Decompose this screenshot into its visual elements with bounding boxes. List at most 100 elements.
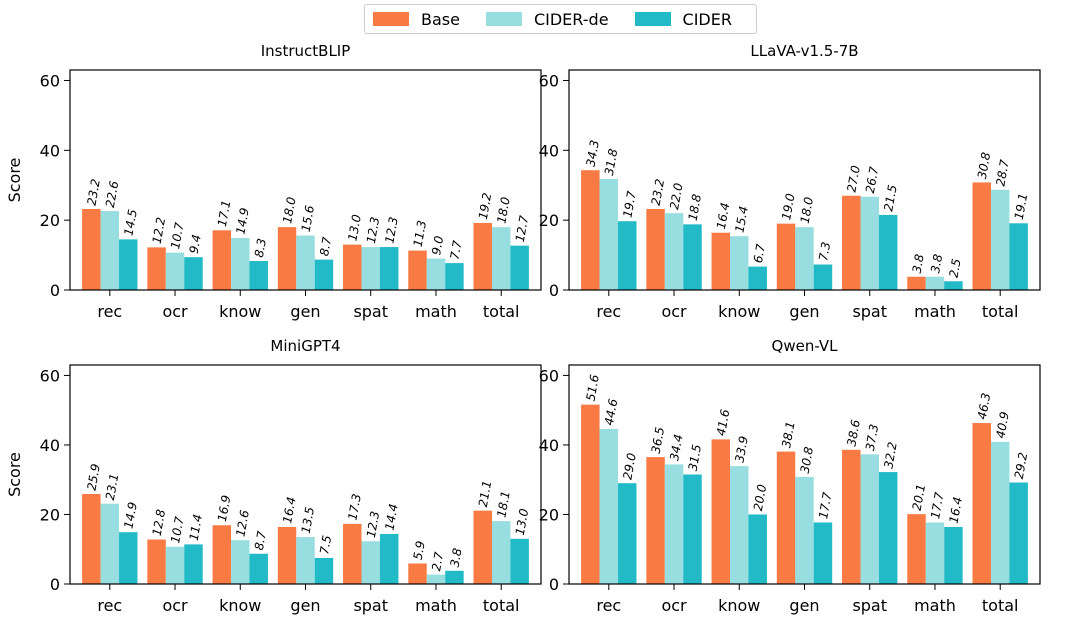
plot-frame bbox=[568, 69, 1041, 291]
bar-base-gen bbox=[776, 451, 796, 584]
data-label: 14.5 bbox=[121, 208, 139, 237]
y-tick-label: 0 bbox=[50, 281, 60, 300]
data-label: 11.4 bbox=[187, 513, 205, 542]
data-label: 23.2 bbox=[649, 178, 667, 207]
data-label: 15.4 bbox=[732, 205, 750, 234]
x-tick-label: math bbox=[914, 302, 956, 321]
data-label: 51.6 bbox=[583, 373, 601, 402]
bar-cider-ocr bbox=[184, 544, 203, 584]
x-tick-label: math bbox=[415, 302, 457, 321]
bar-base-know bbox=[711, 232, 731, 290]
data-label: 18.1 bbox=[494, 490, 512, 519]
bar-cider-total bbox=[510, 245, 529, 290]
data-label: 34.3 bbox=[583, 139, 601, 168]
y-tick-label: 0 bbox=[50, 575, 60, 594]
legend-swatch-cider-de bbox=[485, 12, 522, 26]
bar-base-math bbox=[408, 250, 427, 290]
data-label: 18.0 bbox=[494, 196, 512, 225]
bar-base-spat bbox=[343, 244, 362, 290]
y-axis-label: Score bbox=[5, 158, 24, 203]
legend-item-base: Base bbox=[373, 10, 460, 29]
legend: Base CIDER-de CIDER bbox=[364, 4, 757, 34]
bar-base-ocr bbox=[147, 247, 166, 290]
x-tick-label: total bbox=[982, 302, 1019, 321]
bar-cider-de-rec bbox=[100, 503, 120, 584]
data-label: 13.0 bbox=[345, 213, 363, 242]
data-label: 25.9 bbox=[84, 463, 102, 492]
data-label: 19.1 bbox=[1012, 192, 1030, 221]
bar-cider-de-gen bbox=[795, 476, 814, 584]
data-label: 13.0 bbox=[513, 507, 531, 536]
chart-title: Qwen-VL bbox=[772, 337, 839, 355]
bar-cider-gen bbox=[314, 259, 334, 290]
data-label: 19.7 bbox=[620, 190, 638, 219]
bar-base-math bbox=[907, 514, 926, 584]
bar-cider-de-rec bbox=[100, 211, 120, 290]
data-label: 31.5 bbox=[686, 443, 704, 472]
x-tick-label: ocr bbox=[661, 302, 687, 321]
data-label: 12.8 bbox=[150, 508, 168, 537]
x-tick-label: gen bbox=[290, 302, 320, 321]
y-tick-label: 60 bbox=[40, 71, 60, 90]
data-label: 20.0 bbox=[751, 483, 769, 512]
y-tick-label: 60 bbox=[539, 71, 559, 90]
data-label: 29.2 bbox=[1012, 451, 1030, 480]
bar-base-total bbox=[972, 182, 991, 290]
legend-label-cider-de: CIDER-de bbox=[533, 9, 609, 29]
data-label: 22.6 bbox=[103, 179, 121, 208]
plot-frame bbox=[568, 364, 1041, 585]
data-label: 9.4 bbox=[187, 233, 204, 254]
bar-cider-de-ocr bbox=[664, 213, 684, 290]
data-label: 3.8 bbox=[928, 253, 945, 275]
data-label: 12.2 bbox=[150, 216, 168, 245]
data-label: 30.8 bbox=[975, 151, 993, 180]
bar-cider-de-math bbox=[426, 258, 446, 290]
data-label: 19.0 bbox=[779, 192, 797, 221]
bar-cider-de-know bbox=[231, 540, 250, 584]
data-label: 34.4 bbox=[667, 433, 685, 462]
bar-base-know bbox=[212, 525, 232, 584]
data-label: 32.2 bbox=[881, 441, 899, 470]
bar-cider-de-rec bbox=[599, 428, 619, 584]
legend-item-cider-de: CIDER-de bbox=[485, 9, 609, 29]
legend-label-cider: CIDER bbox=[682, 9, 732, 29]
bar-cider-ocr bbox=[184, 257, 203, 290]
data-label: 37.3 bbox=[863, 423, 881, 452]
y-tick-label: 20 bbox=[539, 505, 559, 524]
x-tick-label: math bbox=[415, 596, 457, 615]
legend-label-base: Base bbox=[421, 9, 460, 29]
bar-base-spat bbox=[343, 523, 362, 584]
bar-base-math bbox=[408, 563, 427, 584]
bar-cider-de-ocr bbox=[165, 252, 185, 290]
y-tick-label: 20 bbox=[40, 505, 60, 524]
bar-base-know bbox=[212, 230, 232, 290]
x-tick-label: spat bbox=[852, 596, 887, 615]
data-label: 19.2 bbox=[476, 192, 494, 221]
y-tick-label: 40 bbox=[539, 141, 559, 160]
bar-cider-spat bbox=[878, 472, 898, 584]
x-tick-label: total bbox=[982, 596, 1019, 615]
x-tick-label: math bbox=[914, 596, 956, 615]
bar-base-gen bbox=[277, 227, 297, 290]
data-label: 16.4 bbox=[947, 496, 965, 525]
bar-cider-de-spat bbox=[361, 541, 380, 584]
y-tick-label: 20 bbox=[40, 211, 60, 230]
plot-frame bbox=[69, 69, 542, 291]
x-tick-label: know bbox=[718, 302, 760, 321]
data-label: 14.9 bbox=[233, 207, 251, 236]
y-tick-label: 0 bbox=[549, 281, 559, 300]
data-label: 2.7 bbox=[429, 551, 446, 573]
data-label: 17.1 bbox=[215, 199, 233, 228]
data-label: 8.7 bbox=[317, 236, 334, 258]
bar-base-ocr bbox=[147, 539, 166, 584]
bar-cider-ocr bbox=[683, 474, 702, 584]
bar-cider-de-rec bbox=[599, 178, 619, 290]
x-tick-label: ocr bbox=[162, 596, 188, 615]
bar-cider-rec bbox=[119, 239, 138, 290]
data-label: 2.5 bbox=[947, 258, 964, 279]
data-label: 18.0 bbox=[798, 196, 816, 225]
data-label: 16.4 bbox=[714, 202, 732, 231]
bar-cider-know bbox=[249, 261, 268, 290]
y-tick-label: 20 bbox=[539, 211, 559, 230]
